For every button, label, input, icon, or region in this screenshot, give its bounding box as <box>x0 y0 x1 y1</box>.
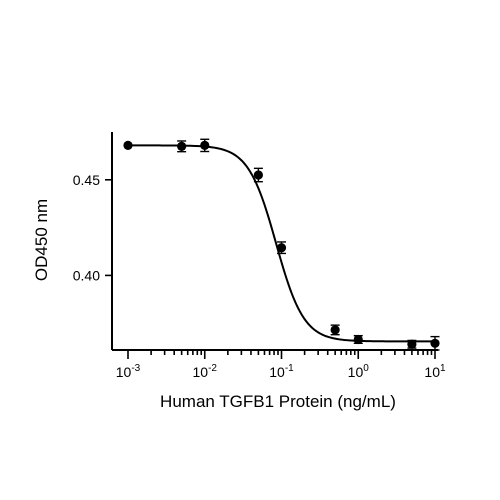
error-bars <box>177 138 440 351</box>
data-point <box>276 243 287 253</box>
y-tick-label: 0.40 <box>73 267 100 283</box>
data-point <box>123 140 133 150</box>
data-points <box>123 140 440 349</box>
x-tick-label: 10-3 <box>116 363 141 380</box>
data-point <box>353 334 363 345</box>
data-point <box>330 325 340 335</box>
data-point <box>253 170 263 180</box>
data-point <box>200 140 210 150</box>
data-point <box>430 338 440 348</box>
data-point <box>407 339 417 349</box>
y-tick-label: 0.45 <box>73 172 100 188</box>
axes <box>111 132 438 351</box>
x-tick-label: 101 <box>424 363 446 380</box>
x-tick-label: 10-2 <box>193 363 218 380</box>
y-ticks: 0.40 0.45 <box>73 172 112 283</box>
x-tick-label: 100 <box>348 363 370 380</box>
x-tick-label: 10-1 <box>269 363 294 380</box>
data-point <box>177 141 187 151</box>
x-ticks: 10-3 10-2 10-1 100 101 <box>116 350 446 380</box>
x-axis-title: Human TGFB1 Protein (ng/mL) <box>160 392 396 411</box>
y-axis-title: OD450 nm <box>32 199 51 281</box>
